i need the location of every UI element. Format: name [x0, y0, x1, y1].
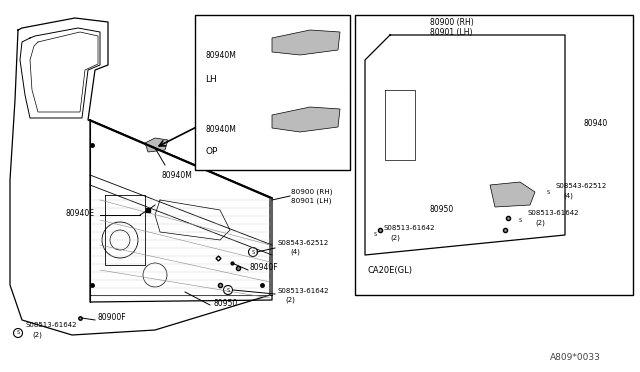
Text: 80900 (RH): 80900 (RH): [430, 17, 474, 26]
Text: S08513-61642: S08513-61642: [383, 225, 435, 231]
Text: A809*0033: A809*0033: [550, 353, 601, 362]
Text: (2): (2): [32, 332, 42, 338]
Text: 80940M: 80940M: [205, 125, 236, 135]
Text: 80901 (LH): 80901 (LH): [430, 28, 472, 36]
Text: S08513-61642: S08513-61642: [25, 322, 77, 328]
Polygon shape: [272, 30, 340, 55]
Text: 80940F: 80940F: [250, 263, 278, 273]
Text: (4): (4): [290, 249, 300, 255]
Text: S: S: [252, 250, 255, 254]
Bar: [355, 15, 633, 295]
Text: 80940: 80940: [583, 119, 607, 128]
Text: 80940M: 80940M: [162, 170, 193, 180]
Polygon shape: [490, 182, 535, 207]
Text: 80950: 80950: [213, 298, 237, 308]
Text: (2): (2): [535, 220, 545, 226]
Text: S: S: [373, 232, 376, 237]
Text: S08513-61642: S08513-61642: [277, 288, 328, 294]
Polygon shape: [145, 138, 168, 152]
Text: S08543-62512: S08543-62512: [556, 183, 607, 189]
Text: (4): (4): [563, 193, 573, 199]
Text: LH: LH: [205, 76, 217, 84]
Text: 80901 (LH): 80901 (LH): [291, 198, 332, 204]
Text: CA20E(GL): CA20E(GL): [368, 266, 413, 275]
Text: S08543-62512: S08543-62512: [277, 240, 328, 246]
Polygon shape: [272, 107, 340, 132]
Bar: [195, 15, 350, 170]
Text: 80950: 80950: [430, 205, 454, 215]
Text: (2): (2): [390, 235, 400, 241]
Text: 80940M: 80940M: [205, 51, 236, 60]
Text: 80900F: 80900F: [97, 314, 125, 323]
Text: (2): (2): [285, 297, 295, 303]
Text: S: S: [518, 218, 522, 222]
Text: S: S: [227, 288, 230, 292]
Text: S: S: [17, 330, 20, 336]
Text: OP: OP: [205, 148, 218, 157]
Text: 80900 (RH): 80900 (RH): [291, 189, 333, 195]
Text: 80940E: 80940E: [65, 208, 94, 218]
Text: S08513-61642: S08513-61642: [528, 210, 579, 216]
Text: S: S: [547, 190, 550, 196]
